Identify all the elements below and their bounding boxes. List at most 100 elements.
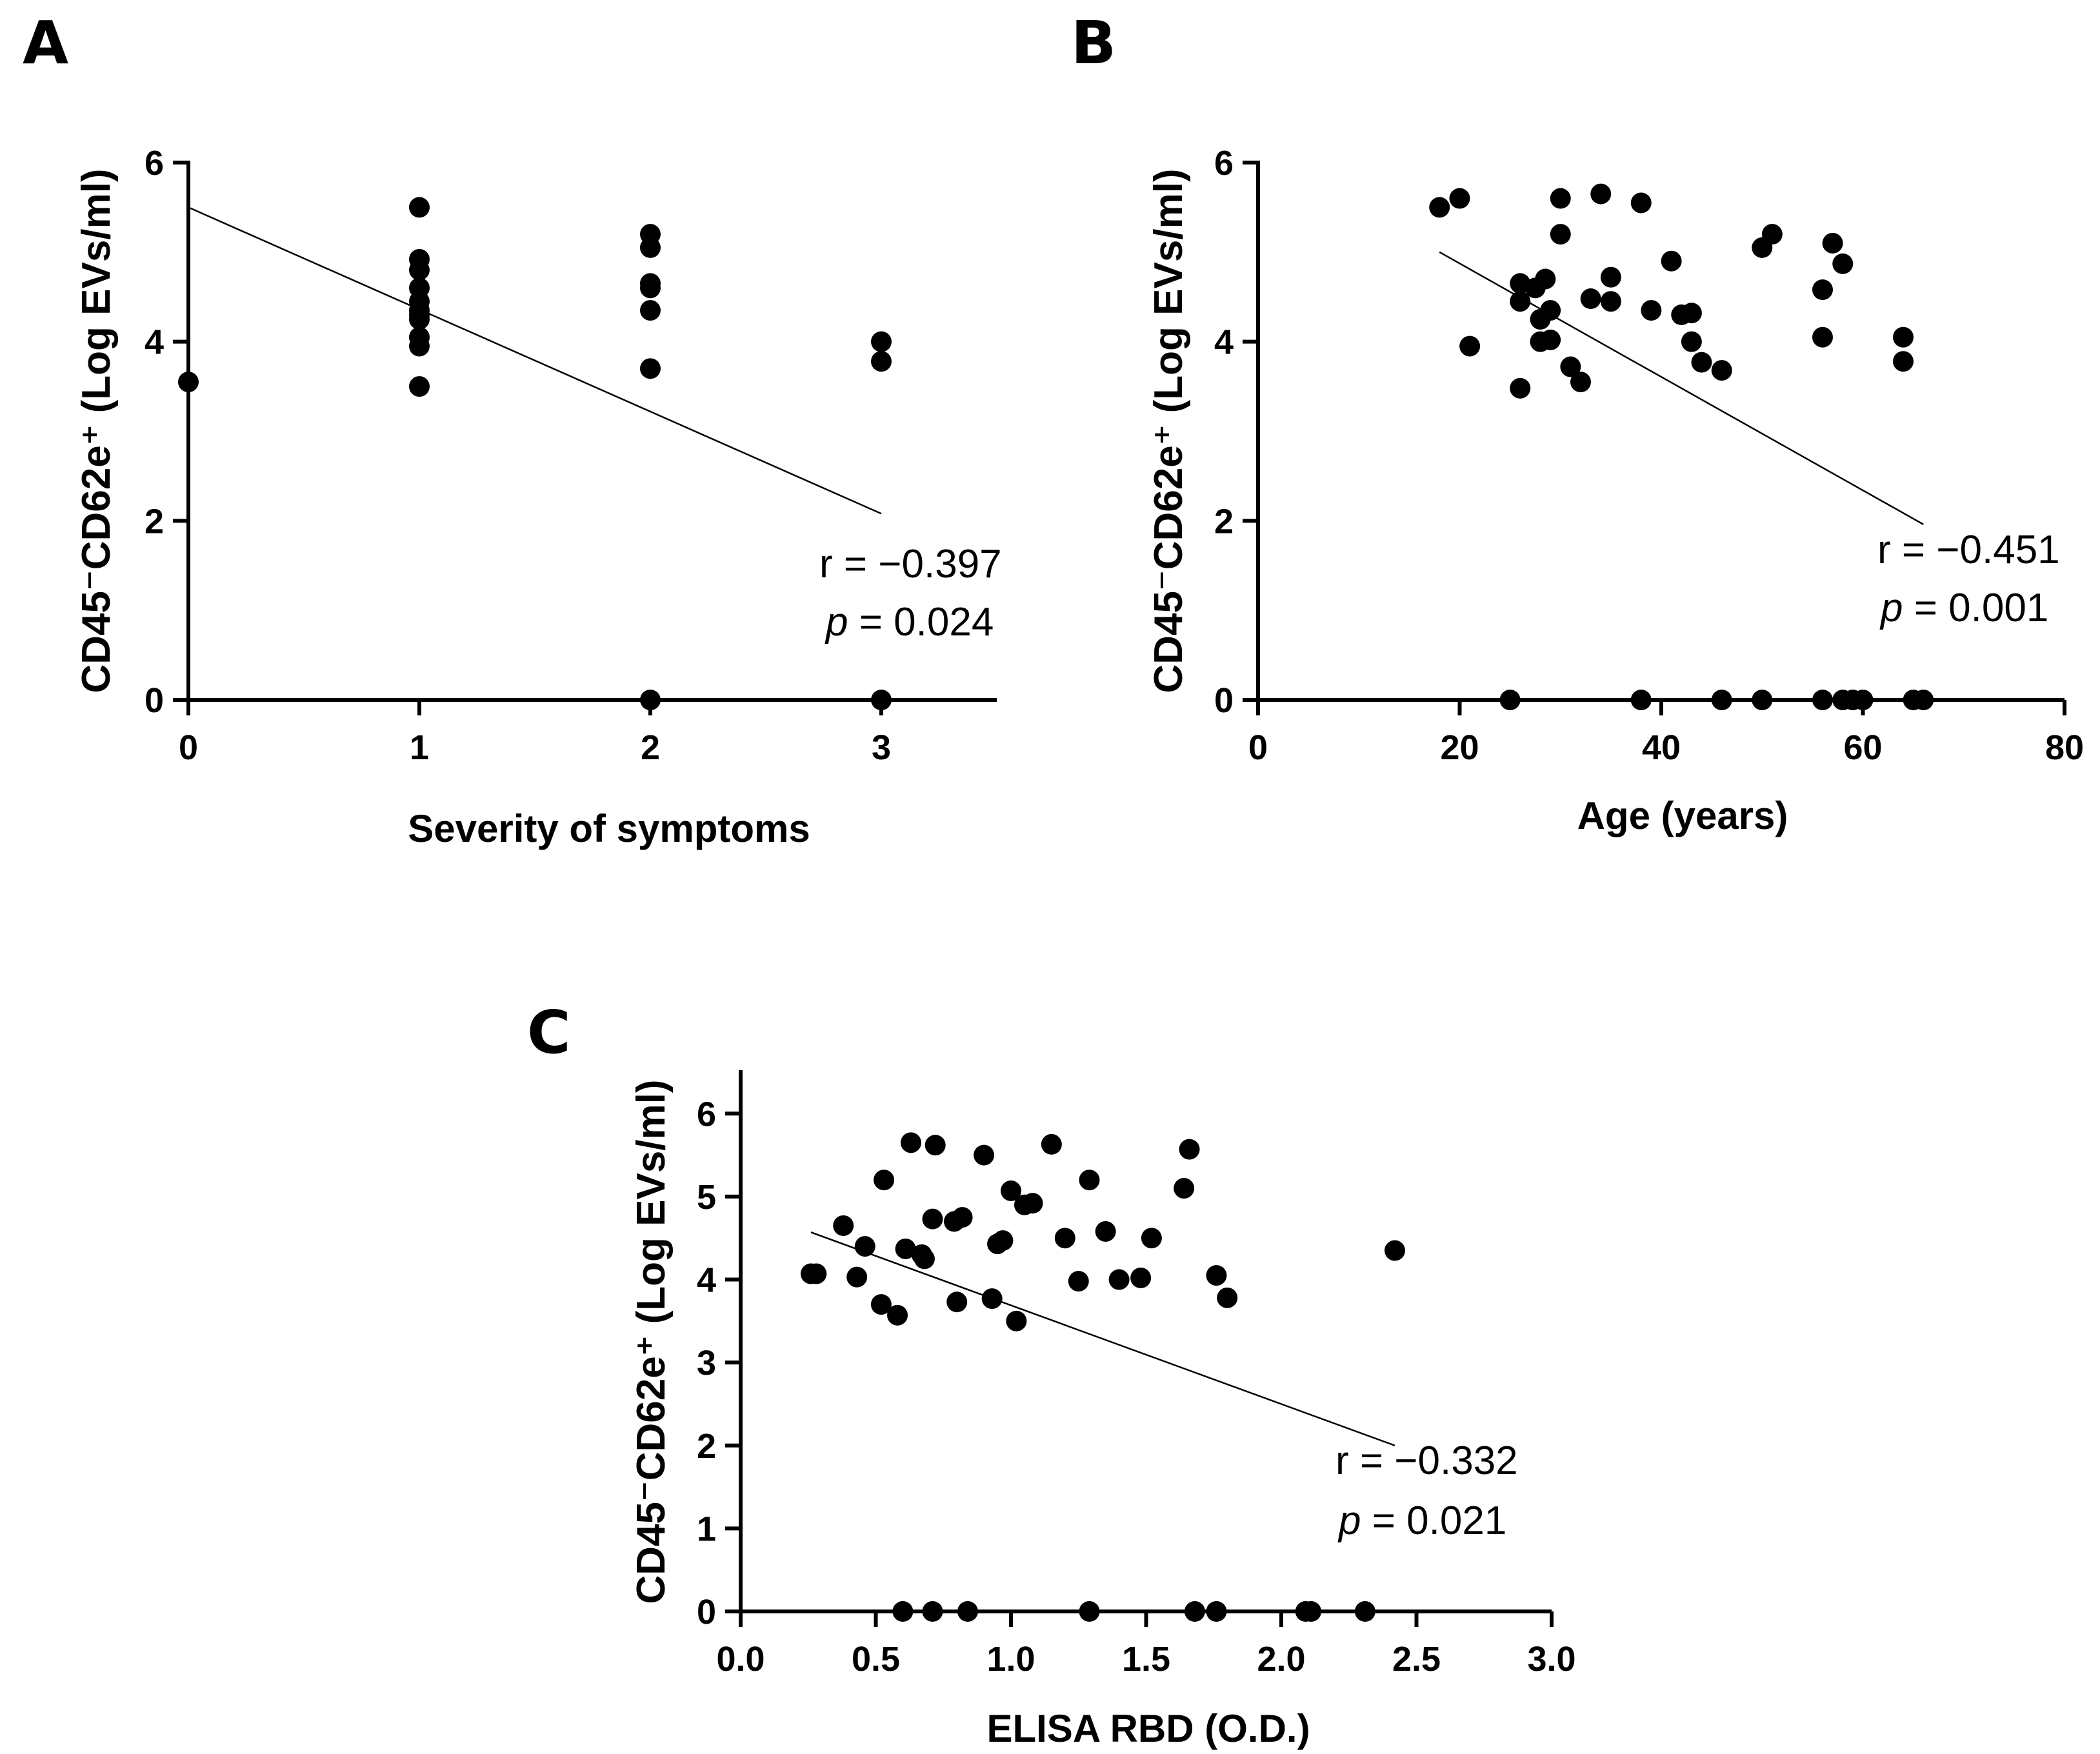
- panel-c-data-point: [946, 1291, 968, 1313]
- panel-b-data-point: [1535, 268, 1556, 290]
- panel-b-data-point: [1580, 288, 1601, 310]
- panel-a-y-tick-label: 4: [145, 323, 164, 362]
- panel-c-data-point: [1384, 1240, 1405, 1261]
- panel-b-data-point: [1570, 372, 1591, 393]
- panel-c-data-point: [854, 1236, 875, 1257]
- panel-c-y-tick-label: 2: [697, 1427, 716, 1466]
- panel-b-data-point: [1630, 192, 1652, 214]
- panel-c-data-point: [1006, 1310, 1027, 1331]
- panel-a-x-tick-label: 1: [410, 728, 429, 767]
- panel-a-x-tick-label: 2: [641, 728, 660, 767]
- panel-b-x-tick-label: 40: [1642, 728, 1681, 767]
- panel-c-data-point: [974, 1144, 995, 1166]
- panel-a-p-value: p = 0.024: [825, 600, 994, 644]
- panel-c-data-point: [1108, 1269, 1130, 1290]
- panel-c-data-point: [806, 1263, 827, 1284]
- panel-b-data-point: [1560, 356, 1581, 377]
- panel-b-data-point: [1832, 253, 1854, 274]
- panel-a-y-tick-label: 6: [145, 144, 164, 183]
- panel-c-data-point: [1079, 1601, 1100, 1622]
- panel-b-x-tick-label: 20: [1440, 728, 1479, 767]
- panel-c-data-point: [1174, 1178, 1195, 1199]
- panel-c-y-tick-label: 0: [697, 1593, 716, 1631]
- panel-a-y-tick-label: 2: [145, 502, 164, 541]
- panel-c-regression-line: [810, 1231, 1395, 1446]
- panel-b: B CD45⁻CD62e⁺ (Log EVs/ml) Age (years) r…: [1071, 8, 2084, 837]
- panel-c-data-point: [870, 1294, 892, 1315]
- panel-c-y-tick-label: 6: [697, 1095, 716, 1133]
- panel-b-y-tick-label: 4: [1214, 323, 1234, 362]
- panel-c-x-axis-label: ELISA RBD (O.D.): [986, 1707, 1310, 1750]
- panel-b-data-point: [1510, 291, 1531, 312]
- panel-b-data-point: [1600, 266, 1621, 288]
- panel-c-data-point: [833, 1215, 854, 1236]
- panel-b-y-tick-label: 6: [1214, 144, 1234, 183]
- panel-c-data-point: [922, 1601, 943, 1622]
- panel-b-r-value: r = −0.451: [1877, 528, 2060, 572]
- panel-b-data-point: [1711, 690, 1732, 710]
- panel-a-r-value: r = −0.397: [819, 542, 1002, 586]
- panel-b-data-point: [1499, 690, 1521, 710]
- panel-c-data-point: [887, 1304, 908, 1326]
- panel-c-data-point: [1141, 1228, 1162, 1249]
- panel-b-data-point: [1661, 250, 1682, 272]
- panel-c-data-point: [981, 1288, 1003, 1310]
- panel-b-data-point: [1852, 690, 1874, 710]
- panel-b-data-point: [1641, 300, 1662, 321]
- panel-c-data-point: [895, 1238, 916, 1259]
- panel-a-data-point: [409, 376, 430, 397]
- panel-b-y-tick-label: 0: [1214, 681, 1234, 720]
- panel-c-r-value: r = −0.332: [1335, 1439, 1518, 1483]
- panel-c-data-point: [892, 1601, 914, 1622]
- panel-c-data-point: [1179, 1139, 1200, 1160]
- panel-a-data-point: [871, 331, 892, 352]
- panel-a-data-point: [640, 277, 661, 299]
- panel-c-data-point: [1079, 1170, 1100, 1191]
- panel-a-data-point: [640, 237, 661, 258]
- panel-c-data-point: [1054, 1228, 1075, 1249]
- panel-c-data-point: [914, 1248, 935, 1270]
- panel-c-data-point: [952, 1207, 973, 1228]
- panel-c-x-tick-label: 1.5: [1122, 1640, 1170, 1679]
- panel-b-data-point: [1812, 690, 1833, 710]
- panel-a-data-point: [640, 690, 661, 710]
- panel-b-p-value: p = 0.001: [1879, 586, 2048, 630]
- panel-a-x-tick-label: 0: [179, 728, 198, 767]
- panel-a-x-tick-label: 3: [872, 728, 891, 767]
- panel-b-data-point: [1822, 232, 1843, 254]
- panel-c-x-tick-label: 1.0: [986, 1640, 1035, 1679]
- panel-b-letter: B: [1071, 8, 1116, 77]
- panel-b-data-point: [1600, 291, 1621, 312]
- panel-c-data-point: [925, 1135, 946, 1156]
- panel-b-data-point: [1711, 360, 1732, 381]
- panel-a-letter: A: [23, 8, 68, 77]
- panel-a-y-tick-label: 0: [145, 681, 164, 720]
- panel-c-y-tick-label: 5: [697, 1178, 716, 1217]
- panel-c-data-point: [1068, 1271, 1089, 1292]
- panel-a-data-point: [178, 372, 199, 393]
- panel-a: A CD45⁻CD62e⁺ (Log EVs/ml) Severity of s…: [23, 8, 1002, 850]
- panel-c-x-tick-label: 3.0: [1527, 1640, 1575, 1679]
- panel-c-x-tick-label: 0.0: [716, 1640, 765, 1679]
- panel-b-data-point: [1812, 279, 1833, 301]
- panel-c-data-point: [1206, 1601, 1227, 1622]
- panel-b-data-point: [1550, 224, 1571, 245]
- panel-c-data-point: [1130, 1267, 1152, 1288]
- panel-b-data-point: [1893, 351, 1914, 372]
- panel-c-y-tick-label: 1: [697, 1510, 716, 1548]
- panel-c-data-point: [1301, 1601, 1322, 1622]
- panel-c-data-point: [1217, 1287, 1238, 1308]
- panel-b-y-tick-label: 2: [1214, 502, 1234, 541]
- panel-b-data-point: [1893, 326, 1914, 348]
- panel-c-p-value: p = 0.021: [1337, 1499, 1506, 1543]
- panel-c-x-tick-label: 0.5: [852, 1640, 900, 1679]
- panel-b-x-axis-label: Age (years): [1577, 794, 1788, 837]
- panel-b-data-point: [1681, 331, 1702, 352]
- panel-b-data-point: [1540, 300, 1561, 321]
- panel-c-y-tick-label: 4: [697, 1261, 716, 1300]
- panel-c-data-point: [874, 1170, 895, 1191]
- panel-a-data-point: [871, 351, 892, 372]
- panel-c-data-point: [1354, 1601, 1375, 1622]
- panel-b-data-point: [1429, 197, 1450, 218]
- panel-c-letter: C: [527, 998, 571, 1067]
